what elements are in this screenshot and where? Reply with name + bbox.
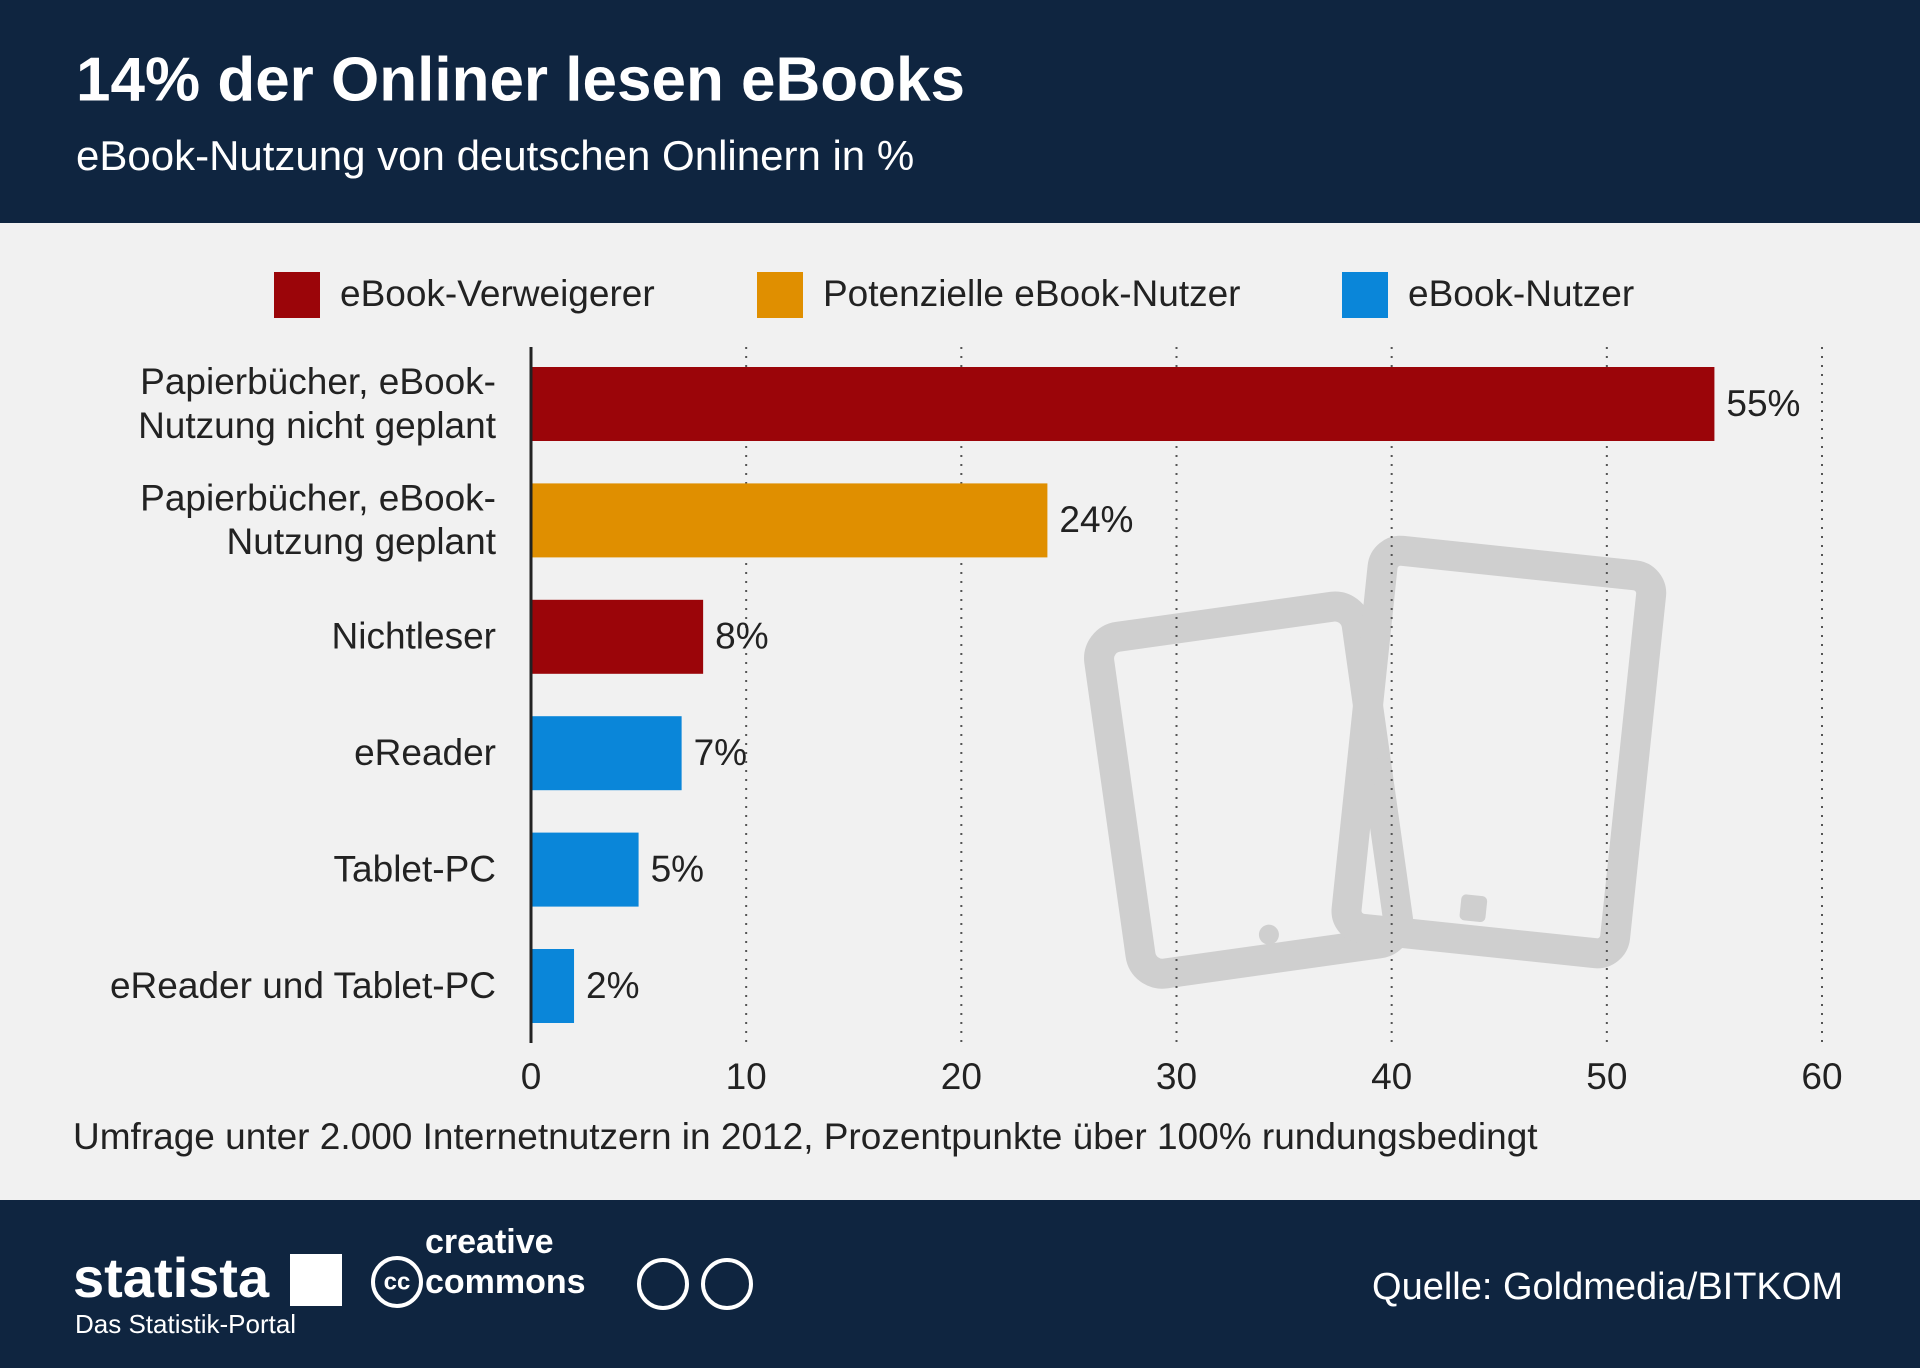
bar [531, 949, 575, 1023]
legend-swatch [757, 272, 803, 318]
legend-label: Potenzielle eBook-Nutzer [823, 273, 1241, 314]
category-label: Tablet-PC [334, 848, 496, 889]
category-label: Papierbücher, eBook-Nutzung nicht geplan… [138, 361, 497, 446]
value-label: 2% [586, 965, 639, 1006]
bar [531, 367, 1715, 441]
cc-icon [371, 1256, 423, 1308]
tablet-illustration [1084, 535, 1667, 989]
value-label: 7% [694, 732, 747, 773]
bar [531, 832, 639, 907]
cc-badge: cc [384, 1268, 411, 1295]
nd-icon [701, 1258, 753, 1310]
header [0, 0, 1920, 223]
legend-label: eBook-Nutzer [1408, 273, 1634, 314]
bar [531, 483, 1048, 558]
note: Umfrage unter 2.000 Internetnutzern in 2… [73, 1116, 1538, 1157]
category-label: eReader [354, 732, 496, 773]
value-label: 55% [1726, 383, 1800, 424]
x-tick-label: 50 [1586, 1056, 1627, 1097]
by-icon [637, 1258, 689, 1310]
legend-swatch [1342, 272, 1388, 318]
logo: statista [73, 1246, 270, 1309]
bar [531, 599, 704, 674]
category-label: Nichtleser [332, 616, 497, 657]
x-tick-label: 30 [1156, 1056, 1197, 1097]
x-tick-label: 0 [521, 1056, 542, 1097]
logo-icon [290, 1254, 342, 1306]
x-tick-label: 10 [726, 1056, 767, 1097]
value-label: 5% [651, 848, 704, 889]
chart-subtitle: eBook-Nutzung von deutschen Onlinern in … [76, 132, 914, 179]
x-tick-label: 40 [1371, 1056, 1412, 1097]
category-label: eReader und Tablet-PC [110, 965, 496, 1006]
x-tick-label: 20 [941, 1056, 982, 1097]
value-label: 8% [715, 616, 768, 657]
logo-tagline: Das Statistik-Portal [75, 1309, 296, 1339]
license: creative commons [425, 1223, 586, 1301]
x-tick-label: 60 [1801, 1056, 1842, 1097]
chart-title: 14% der Onliner lesen eBooks [76, 45, 965, 114]
source: Quelle: Goldmedia/BITKOM [1372, 1266, 1843, 1308]
category-label: Papierbücher, eBook-Nutzung geplant [140, 477, 497, 562]
legend-swatch [274, 272, 320, 318]
value-label: 24% [1059, 499, 1133, 540]
legend-label: eBook-Verweigerer [340, 273, 655, 314]
bar [531, 716, 682, 791]
